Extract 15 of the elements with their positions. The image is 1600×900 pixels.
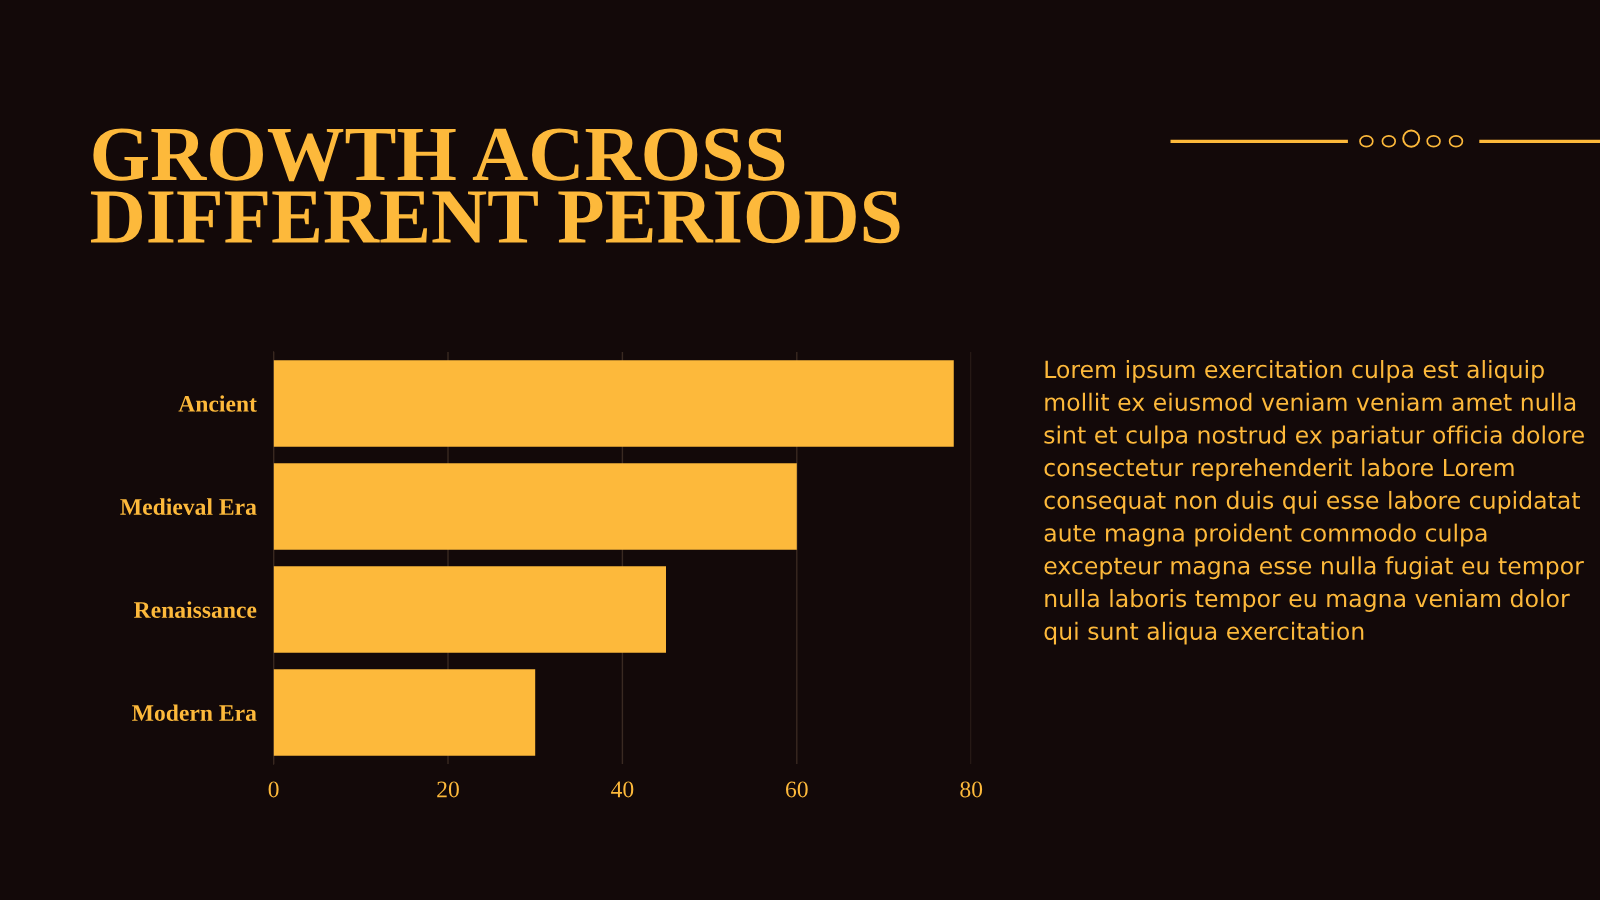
x-tick-label: 80 <box>960 781 983 798</box>
bar <box>273 669 536 756</box>
bar <box>273 463 797 550</box>
x-tick-label: 20 <box>437 781 459 798</box>
y-tick-label: Modern Era <box>132 704 257 721</box>
bar <box>273 360 954 447</box>
chart-title: GROWTH ACROSS DIFFERENT PERIODS <box>90 128 900 244</box>
y-tick-label: Ancient <box>178 395 257 412</box>
x-tick-label: 0 <box>268 781 279 798</box>
bar <box>273 566 666 653</box>
x-tick-label: 40 <box>611 781 634 798</box>
x-tick-label: 60 <box>786 781 808 798</box>
y-tick-label: Medieval Era <box>120 498 257 515</box>
y-tick-label: Renaissance <box>134 601 257 618</box>
text: Lorem ipsum exercitation culpa est aliquip mollit ex eiusmod veniam veniam amet nulla sint et culpa nostrud ex pariatur officia dolore consectetur reprehenderit labore Lorem consequat non duis qui esse labore cupidatat aute magna proident commodo culpa excepteur magna esse nulla fugiat eu tempor nulla laboris tempor eu magna veniam dolor qui sunt aliqua exercitation <box>1044 360 1584 645</box>
